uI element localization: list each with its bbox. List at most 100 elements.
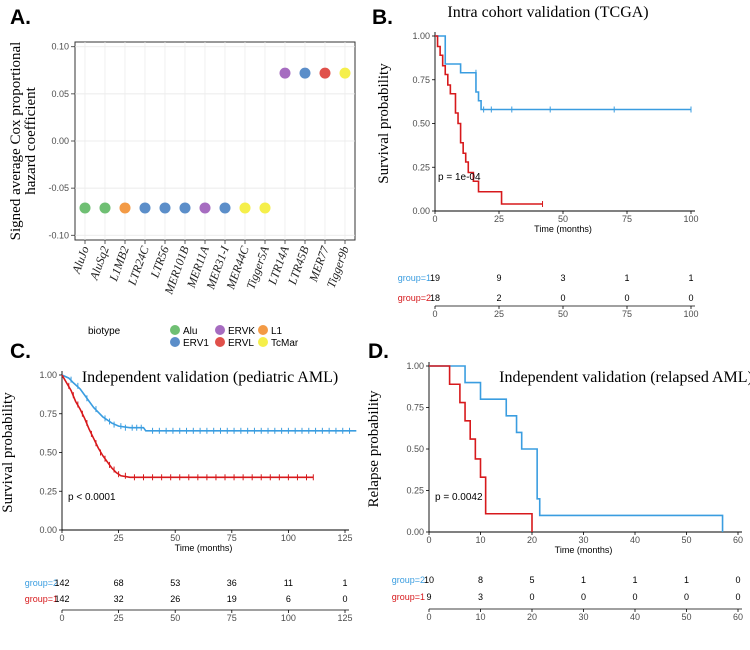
point-mer11a xyxy=(199,202,211,214)
x-tick-label: 50 xyxy=(170,533,180,543)
x-tick-label: 0 xyxy=(432,214,437,224)
risk-count: 53 xyxy=(170,578,180,588)
risk-x-tick-label: 0 xyxy=(426,612,431,622)
y-axis-label-line: Signed average Cox proportional xyxy=(8,42,24,241)
p-value-label: p < 0.0001 xyxy=(68,492,116,503)
y-tick-label: 0.50 xyxy=(406,444,424,454)
risk-count: 0 xyxy=(529,592,534,602)
point-ltr24c xyxy=(139,202,151,214)
risk-count: 18 xyxy=(430,293,440,303)
panel-c-letter: C. xyxy=(10,340,31,363)
x-tick-label: 10 xyxy=(475,535,485,545)
risk-x-tick-label: 30 xyxy=(578,612,588,622)
risk-count: 9 xyxy=(426,592,431,602)
risk-x-tick-label: 125 xyxy=(337,613,352,623)
legend-swatch-l1 xyxy=(258,325,268,335)
risk-count: 26 xyxy=(170,594,180,604)
risk-count: 142 xyxy=(54,578,69,588)
legend-label-erv1: ERV1 xyxy=(183,338,209,349)
risk-count: 0 xyxy=(735,592,740,602)
y-tick-label: 0.00 xyxy=(51,136,69,146)
risk-x-tick-label: 100 xyxy=(281,613,296,623)
x-tick-label: 75 xyxy=(622,214,632,224)
legend-label-tcmar: TcMar xyxy=(271,338,299,349)
risk-count: 8 xyxy=(478,575,483,585)
y-axis-label-group: Signed average Cox proportional hazard co… xyxy=(8,42,39,241)
x-axis-label: Time (months) xyxy=(175,543,233,553)
legend-label-ervk: ERVK xyxy=(228,326,255,337)
x-tick-label: 100 xyxy=(683,214,698,224)
y-tick-label: 0.10 xyxy=(51,42,69,52)
p-value-label: p = 0.0042 xyxy=(435,492,483,503)
chart-title: Independent validation (relapsed AML) xyxy=(499,369,750,386)
y-tick-label: 0.00 xyxy=(412,206,430,216)
x-tick-label: 25 xyxy=(494,214,504,224)
x-tick-label: 100 xyxy=(281,533,296,543)
legend-swatch-tcmar xyxy=(258,337,268,347)
point-alusq2 xyxy=(99,202,111,214)
point-ltr14a xyxy=(279,67,291,79)
x-axis-label: Time (months) xyxy=(555,545,613,555)
x-tick-label: 125 xyxy=(337,533,352,543)
risk-row-label-group-2: group=2 xyxy=(392,575,425,585)
risk-count: 10 xyxy=(424,575,434,585)
risk-row-label-group-1: group=1 xyxy=(25,594,58,604)
legend-label-ervl: ERVL xyxy=(228,338,254,349)
risk-count: 2 xyxy=(496,293,501,303)
risk-count: 0 xyxy=(688,293,693,303)
legend-swatch-erv1 xyxy=(170,337,180,347)
point-mer77 xyxy=(319,67,331,79)
point-ltr56 xyxy=(159,202,171,214)
risk-row-label-group-2: group=2 xyxy=(25,578,58,588)
risk-x-tick-label: 50 xyxy=(681,612,691,622)
km-curve-group-1 xyxy=(429,365,533,532)
x-tick-label: 50 xyxy=(681,535,691,545)
y-tick-label: 0.00 xyxy=(406,527,424,537)
panel-b-letter: B. xyxy=(372,6,393,29)
panel-b-tcga-km-chart: Intra cohort validation (TCGA) 0.00 0.25 0.… xyxy=(376,4,699,319)
point-tigger9b xyxy=(339,67,351,79)
panel-d-relapsed-km-chart: Independent validation (relapsed AML) 0.0… xyxy=(366,361,750,622)
risk-count: 1 xyxy=(684,575,689,585)
risk-x-tick-label: 25 xyxy=(114,613,124,623)
y-axis-label: Relapse probability xyxy=(366,390,382,508)
y-axis-label-group: Survival probability xyxy=(376,63,392,184)
x-tick-label: 25 xyxy=(114,533,124,543)
risk-count: 1 xyxy=(632,575,637,585)
y-tick-label: 0.50 xyxy=(412,119,430,129)
panel-c-pediatric-km-chart: Independent validation (pediatric AML) 0.… xyxy=(0,369,357,623)
risk-x-tick-label: 20 xyxy=(527,612,537,622)
p-value-label: p = 1e-04 xyxy=(438,172,481,183)
y-tick-label: 0.75 xyxy=(406,403,424,413)
panel-d-letter: D. xyxy=(368,340,389,363)
risk-row-label-group-1: group=1 xyxy=(398,273,431,283)
legend-label-alu: Alu xyxy=(183,326,197,337)
x-tick-label: 30 xyxy=(578,535,588,545)
y-tick-label: 0.05 xyxy=(51,89,69,99)
x-axis-label: Time (months) xyxy=(534,224,592,234)
risk-count: 11 xyxy=(284,578,293,588)
risk-count: 1 xyxy=(342,578,347,588)
x-tick-label: 20 xyxy=(527,535,537,545)
risk-x-tick-label: 60 xyxy=(733,612,743,622)
risk-x-tick-label: 0 xyxy=(59,613,64,623)
risk-count: 0 xyxy=(735,575,740,585)
risk-count: 36 xyxy=(227,578,237,588)
point-ltr45b xyxy=(299,67,311,79)
y-tick-label: 0.00 xyxy=(39,525,57,535)
y-axis-label-group: Survival probability xyxy=(0,392,16,513)
x-tick-label: 50 xyxy=(558,214,568,224)
risk-count: 32 xyxy=(114,594,124,604)
y-axis-label: Survival probability xyxy=(376,63,392,184)
risk-count: 3 xyxy=(478,592,483,602)
legend-swatch-alu xyxy=(170,325,180,335)
point-mer31-i xyxy=(219,202,231,214)
risk-x-tick-label: 10 xyxy=(475,612,485,622)
risk-count: 1 xyxy=(581,575,586,585)
km-curve-group-1 xyxy=(435,35,691,111)
point-alujo xyxy=(79,202,91,214)
risk-count: 5 xyxy=(529,575,534,585)
y-tick-label: 1.00 xyxy=(39,370,57,380)
risk-count: 68 xyxy=(114,578,124,588)
